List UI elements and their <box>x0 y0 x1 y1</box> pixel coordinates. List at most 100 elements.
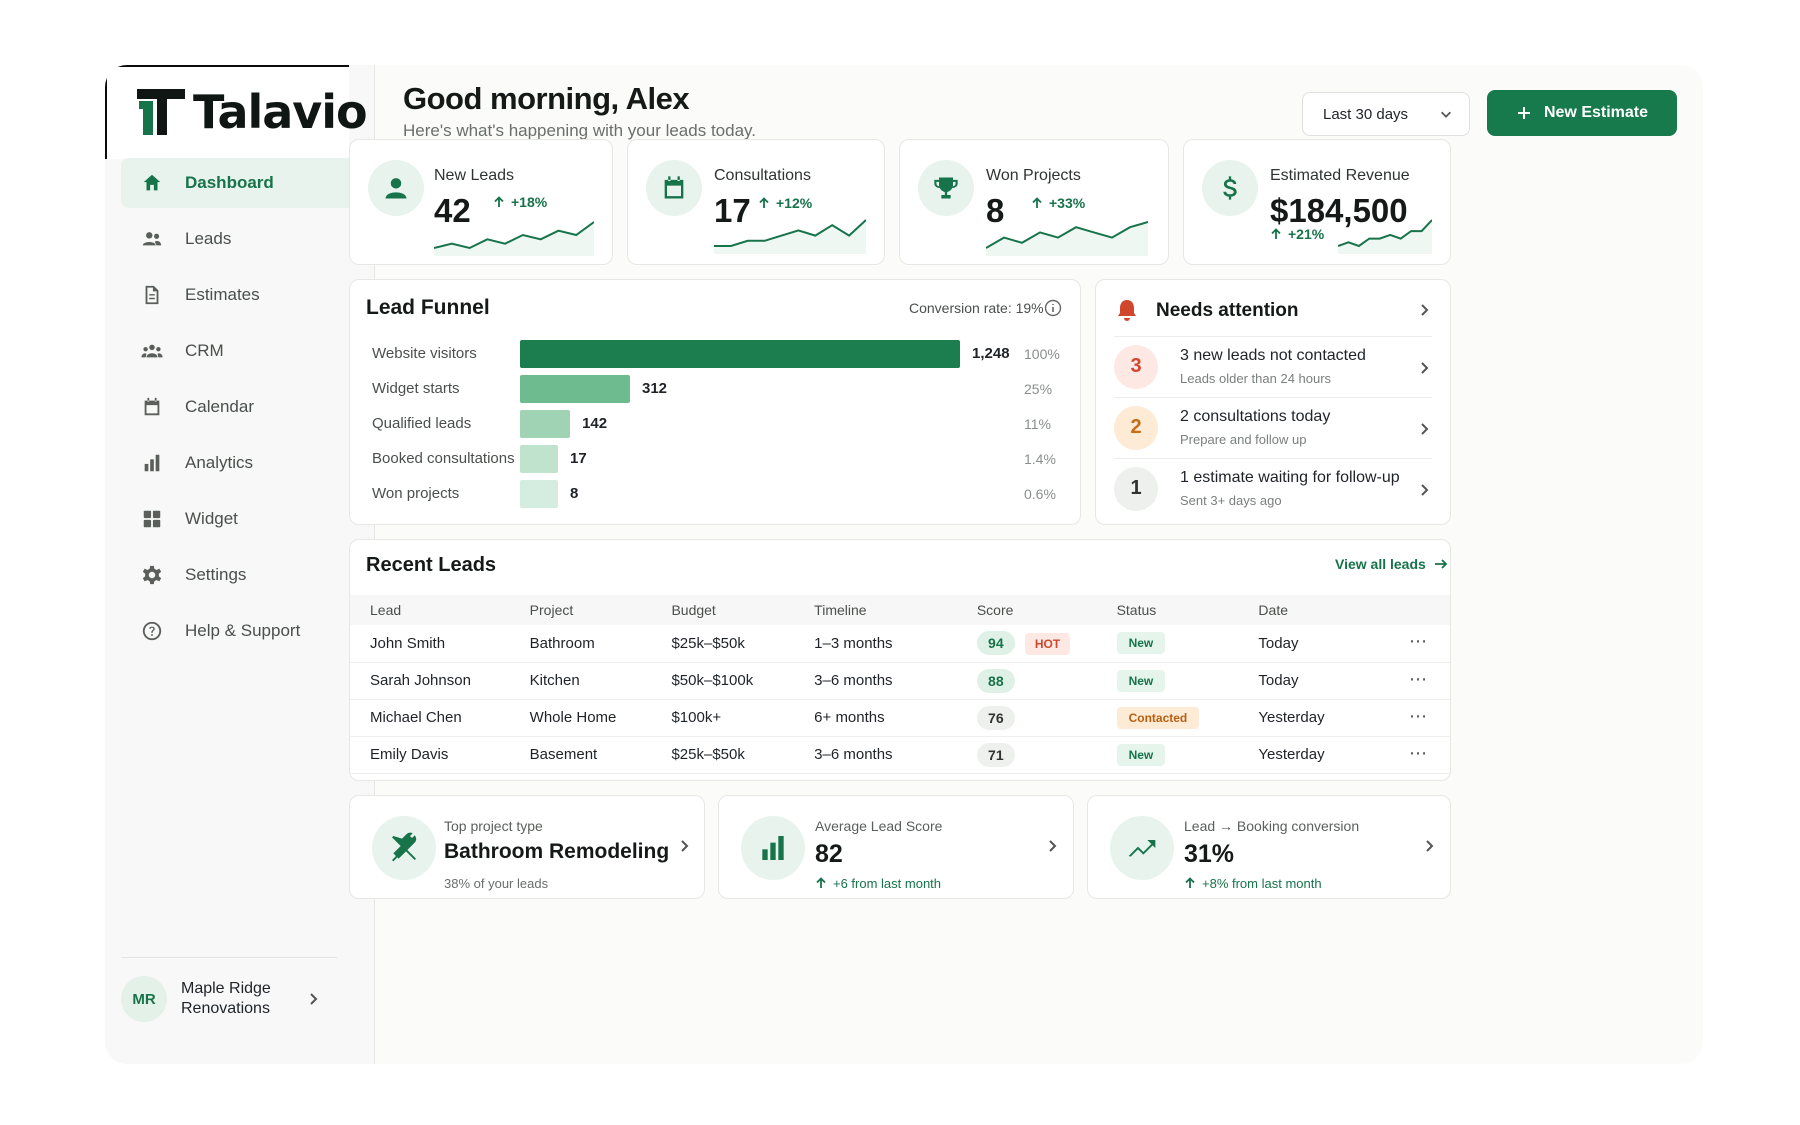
needs-attention-card: Needs attention 3 3 new leads not contact… <box>1095 279 1451 525</box>
brand-name: Talavio <box>193 85 368 139</box>
chevron-right-icon[interactable] <box>1044 838 1060 854</box>
column-header[interactable]: Date <box>1238 595 1450 625</box>
column-header[interactable]: Status <box>1096 595 1239 625</box>
sidebar-item-calendar[interactable]: Calendar <box>121 382 361 432</box>
funnel-percent: 25% <box>1024 381 1053 397</box>
chevron-right-icon[interactable] <box>1421 838 1437 854</box>
attention-text: 3 new leads not contacted Leads older tha… <box>1180 347 1366 386</box>
sidebar-item-label: Analytics <box>185 453 254 472</box>
stat-change-value: +18% <box>511 194 548 210</box>
chevron-right-icon[interactable] <box>1416 421 1432 437</box>
recent-leads-table: Lead Project Budget Timeline Score Status Date… <box>350 595 1450 781</box>
sidebar-item-widget[interactable]: Widget <box>121 494 361 544</box>
sidebar-item-estimates[interactable]: Estimates <box>121 270 361 320</box>
cell-timeline: 6+ months <box>794 699 957 737</box>
table-row[interactable]: Emily Davis Basement $25k–$50k 3–6 months 71… <box>350 736 1450 774</box>
trending-up-icon <box>1128 840 1156 857</box>
stat-card-won-projects[interactable]: Won Projects 8 +33% <box>899 139 1169 265</box>
column-header[interactable]: Score <box>956 595 1097 625</box>
attention-item[interactable]: 2 2 consultations today Prepare and follow… <box>1114 397 1434 458</box>
attention-item-title: 1 estimate waiting for follow-up <box>1180 469 1400 486</box>
divider <box>1114 458 1432 459</box>
funnel-stage-label: Booked consultations <box>372 450 515 467</box>
gear-icon <box>142 565 162 585</box>
stat-value: 42 <box>434 192 471 229</box>
attention-text: 2 consultations today Prepare and follow … <box>1180 408 1330 447</box>
divider <box>1114 336 1432 337</box>
cell-budget: $25k–$50k <box>651 625 795 663</box>
sidebar-item-crm[interactable]: CRM <box>121 326 361 376</box>
cell-status: Contacted <box>1096 699 1239 737</box>
more-options-icon[interactable]: ⋯ <box>1409 631 1428 651</box>
date-value: Yesterday <box>1258 746 1325 763</box>
funnel-stage-label: Widget starts <box>372 380 460 397</box>
column-header[interactable]: Lead <box>350 595 510 625</box>
more-options-icon[interactable]: ⋯ <box>1409 668 1428 689</box>
insight-note: +6 from last month <box>815 876 941 891</box>
cell-status: New <box>1096 625 1239 663</box>
sidebar-item-leads[interactable]: Leads <box>121 214 361 264</box>
app-window: Talavio Dashboard Leads Estimates CRM Calend… <box>105 65 1703 1064</box>
attention-item-sub: Leads older than 24 hours <box>1180 371 1332 386</box>
help-icon <box>142 621 162 641</box>
column-header[interactable]: Timeline <box>794 595 957 625</box>
chevron-right-icon[interactable] <box>1416 302 1432 318</box>
stat-card-estimated-revenue[interactable]: Estimated Revenue $184,500 +21% <box>1183 139 1451 265</box>
insight-value: 31% <box>1184 840 1235 868</box>
date-value: Today <box>1258 634 1299 652</box>
table-row[interactable]: John Smith Bathroom $25k–$50k 1–3 months 94 H… <box>350 625 1450 663</box>
sparkline-line <box>986 221 1148 249</box>
funnel-stage-label: Website visitors <box>372 345 477 362</box>
more-options-icon[interactable]: ⋯ <box>1409 742 1428 763</box>
stat-card-new-leads[interactable]: New Leads 42 +18% <box>349 139 613 265</box>
date-range-select[interactable]: Last 30 days <box>1302 92 1470 136</box>
divider <box>1114 397 1432 398</box>
cell-score: 68 <box>957 773 1097 780</box>
insight-card[interactable]: Average Lead Score 82 +6 from last month <box>718 795 1074 899</box>
brand-logo[interactable]: Talavio <box>135 85 368 139</box>
table-row[interactable]: Michael Chen Whole Home $100k+ 6+ months 76 C… <box>350 699 1450 737</box>
sidebar-item-help-support[interactable]: Help & Support <box>121 606 361 656</box>
avatar: MR <box>121 976 167 1022</box>
insight-card[interactable]: Lead → Booking conversion 31% +8% from las… <box>1087 795 1451 899</box>
chevron-right-icon[interactable] <box>1416 360 1432 376</box>
funnel-count: 142 <box>582 415 608 432</box>
score-pill: 71 <box>976 742 1015 767</box>
recent-leads-title: Recent Leads <box>366 554 497 576</box>
sidebar-item-dashboard[interactable]: Dashboard <box>121 158 361 208</box>
more-options-icon[interactable]: ⋯ <box>1409 780 1428 781</box>
attention-item[interactable]: 1 1 estimate waiting for follow-up Sent 3+… <box>1114 458 1434 519</box>
cell-score: 88 <box>956 662 1097 700</box>
sidebar-item-settings[interactable]: Settings <box>121 550 361 600</box>
sidebar-item-label: Calendar <box>185 397 254 416</box>
column-header[interactable]: Budget <box>651 595 795 625</box>
cell-project: Bathroom <box>509 625 652 663</box>
attention-item[interactable]: 3 3 new leads not contacted Leads older th… <box>1114 336 1434 397</box>
stat-card-consultations[interactable]: Consultations 17 +12% <box>627 139 885 265</box>
more-options-icon[interactable]: ⋯ <box>1409 705 1428 726</box>
view-all-leads-link[interactable]: View all leads <box>1335 556 1448 572</box>
logo-mark-icon <box>137 89 185 135</box>
insight-card[interactable]: Top project type Bathroom Remodeling 38% o… <box>349 795 705 899</box>
sparkline-line <box>434 221 594 250</box>
view-all-label: View all leads <box>1335 556 1426 572</box>
chevron-right-icon[interactable] <box>676 838 692 854</box>
sidebar-item-analytics[interactable]: Analytics <box>121 438 361 488</box>
document-icon <box>145 285 159 305</box>
info-icon[interactable] <box>1044 299 1062 317</box>
table-row[interactable]: Sarah Johnson Kitchen $50k–$100k 3–6 months… <box>350 662 1450 700</box>
bar-chart-icon <box>144 454 160 472</box>
calendar-icon <box>144 397 160 416</box>
page-title: Good morning, Alex <box>403 81 690 116</box>
account-switcher[interactable]: MR Maple Ridge Renovations <box>121 957 337 1022</box>
insight-value: Bathroom Remodeling <box>444 840 670 863</box>
sparkline-chart <box>986 221 1148 256</box>
sparkline-chart <box>714 219 866 254</box>
arrow-up-icon <box>494 196 504 207</box>
cell-project: Whole Home <box>509 699 652 737</box>
insight-icon-wrap <box>1110 816 1174 880</box>
new-estimate-button[interactable]: New Estimate <box>1487 90 1677 136</box>
chevron-right-icon[interactable] <box>1416 482 1432 498</box>
column-header[interactable]: Project <box>509 595 652 625</box>
